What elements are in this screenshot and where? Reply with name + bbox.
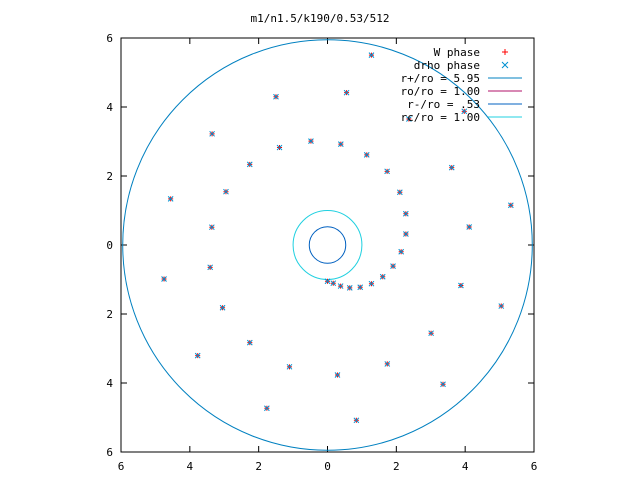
drho-phase-point bbox=[324, 278, 331, 285]
drho-phase-point bbox=[161, 276, 167, 282]
legend-label: drho phase bbox=[414, 59, 480, 72]
x-tick-label: 4 bbox=[187, 460, 194, 473]
y-tick-label: 6 bbox=[106, 446, 113, 459]
drho-phase-point bbox=[448, 164, 455, 171]
chart-title: m1/n1.5/k190/0.53/512 bbox=[250, 12, 389, 25]
legend-marker-plus bbox=[502, 49, 508, 55]
x-tick-label: 6 bbox=[118, 460, 125, 473]
drho-phase-point bbox=[308, 138, 314, 144]
drho-phase-point bbox=[368, 52, 375, 58]
legend-marker-cross bbox=[501, 61, 509, 69]
drho-phase-point bbox=[286, 363, 293, 370]
drho-phase-point bbox=[219, 304, 226, 311]
drho-phase-point bbox=[368, 280, 375, 287]
drho-phase-point bbox=[379, 273, 386, 280]
x-tick-label: 0 bbox=[324, 460, 331, 473]
legend-label: r+/ro = 5.95 bbox=[401, 72, 480, 85]
legend-label: W phase bbox=[434, 46, 480, 59]
drho-phase-point bbox=[334, 372, 341, 378]
x-tick-label: 2 bbox=[393, 460, 400, 473]
drho-phase-point bbox=[440, 381, 446, 388]
drho-phase-point bbox=[246, 161, 253, 168]
drho-phase-point bbox=[194, 352, 201, 359]
y-tick-label: 2 bbox=[106, 170, 113, 183]
drho-phase-point bbox=[337, 283, 344, 289]
circle-rc-ro bbox=[292, 210, 363, 280]
drho-phase-point bbox=[498, 303, 505, 309]
circle-r-ro bbox=[122, 39, 533, 451]
drho-phase-point bbox=[384, 361, 391, 367]
drho-phase-point bbox=[428, 330, 434, 337]
x-tick-label: 4 bbox=[462, 460, 469, 473]
drho-phase-point bbox=[207, 264, 214, 271]
drho-phase-point bbox=[403, 231, 409, 237]
drho-phase-point bbox=[390, 263, 396, 269]
x-tick-label: 2 bbox=[255, 460, 262, 473]
y-tick-label: 0 bbox=[106, 239, 113, 252]
legend-label: rc/ro = 1.00 bbox=[401, 111, 480, 124]
drho-phase-point bbox=[507, 202, 514, 209]
drho-phase-point bbox=[398, 248, 405, 255]
drho-phase-point bbox=[337, 141, 344, 147]
y-tick-label: 2 bbox=[106, 308, 113, 321]
drho-phase-point bbox=[384, 168, 390, 175]
drho-phase-point bbox=[357, 284, 364, 291]
drho-phase-point bbox=[330, 280, 337, 287]
phase-points bbox=[161, 52, 514, 424]
drho-phase-point bbox=[208, 224, 215, 231]
drho-phase-point bbox=[343, 89, 350, 96]
drho-phase-point bbox=[273, 93, 279, 100]
y-tick-label: 6 bbox=[106, 32, 113, 45]
legend-label: ro/ro = 1.00 bbox=[401, 85, 480, 98]
drho-phase-point bbox=[264, 405, 270, 412]
drho-phase-point bbox=[402, 210, 409, 217]
legend-label: r-/ro = .53 bbox=[407, 98, 480, 111]
y-tick-label: 4 bbox=[106, 377, 113, 390]
y-tick-label: 4 bbox=[106, 101, 113, 114]
x-tick-label: 6 bbox=[531, 460, 538, 473]
drho-phase-point bbox=[363, 152, 370, 158]
drho-phase-point bbox=[461, 108, 468, 115]
circle-r-ro bbox=[308, 226, 347, 264]
drho-phase-point bbox=[246, 339, 253, 346]
drho-phase-point bbox=[209, 130, 215, 137]
drho-phase-point bbox=[406, 116, 412, 122]
drho-phase-point bbox=[167, 195, 174, 202]
drho-phase-point bbox=[223, 188, 229, 195]
drho-phase-point bbox=[353, 417, 360, 424]
drho-phase-point bbox=[276, 144, 283, 151]
drho-phase-point bbox=[458, 282, 464, 289]
drho-phase-point bbox=[346, 284, 353, 291]
drho-phase-point bbox=[396, 189, 403, 196]
drho-phase-point bbox=[466, 224, 473, 230]
